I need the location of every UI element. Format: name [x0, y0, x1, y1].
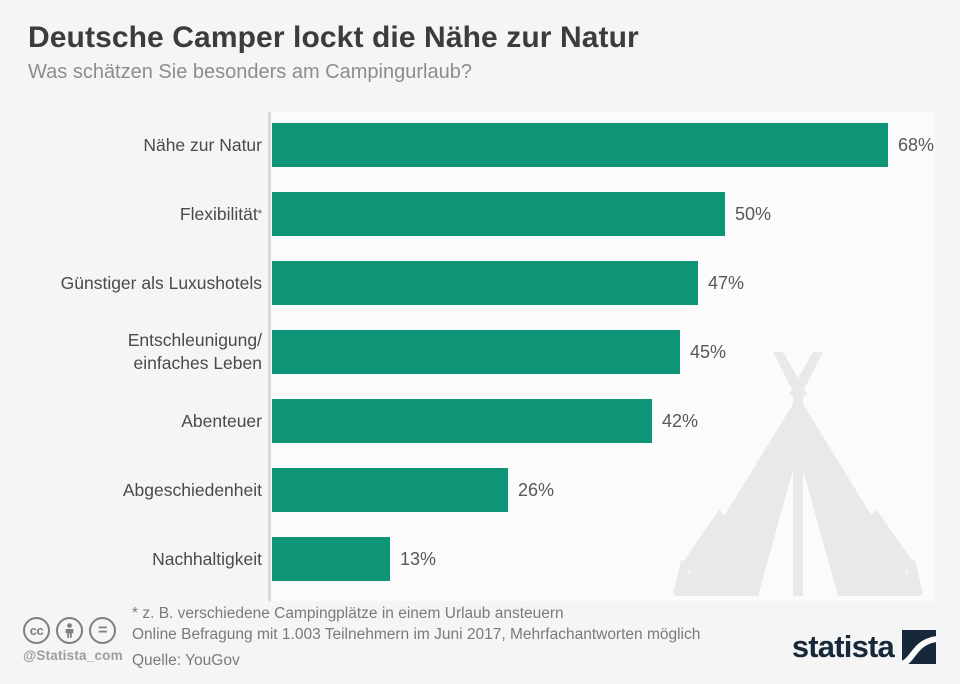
chart-row: Abenteuer 42% — [0, 399, 960, 443]
statista-logo-mark-icon — [902, 630, 936, 664]
bar — [272, 192, 725, 236]
category-label: Nachhaltigkeit — [152, 548, 262, 569]
bar — [272, 123, 888, 167]
value-label: 47% — [708, 272, 745, 293]
statista-logo: statista — [792, 630, 936, 664]
footer-notes: * z. B. verschiedene Campingplätze in ei… — [132, 603, 700, 671]
page-subtitle: Was schätzen Sie besonders am Campingurl… — [28, 61, 472, 83]
statista-handle: @Statista_com — [23, 648, 123, 663]
cc-icon: cc — [23, 617, 50, 644]
bar — [272, 330, 680, 374]
source-note: Quelle: YouGov — [132, 652, 240, 669]
chart-row: Abgeschiedenheit 26% — [0, 468, 960, 512]
chart-row: Nachhaltigkeit 13% — [0, 537, 960, 581]
methodology-note: Online Befragung mit 1.003 Teilnehmern i… — [132, 626, 701, 643]
value-label: 68% — [898, 134, 935, 155]
value-label: 42% — [662, 410, 699, 431]
bar — [272, 261, 698, 305]
bar-chart: Nähe zur Natur 68% Flexibilität * 50% Günstig… — [0, 112, 960, 601]
category-label: Nähe zur Natur — [143, 134, 262, 155]
category-label: Entschleunigung/ einfaches Leben — [127, 330, 262, 373]
value-label: 45% — [690, 341, 727, 362]
no-derivatives-icon: = — [89, 617, 116, 644]
chart-row: Flexibilität * 50% — [0, 192, 960, 236]
value-label: 50% — [735, 203, 772, 224]
value-label: 13% — [400, 548, 437, 569]
tent-watermark-icon — [673, 352, 923, 596]
page-title: Deutsche Camper lockt die Nähe zur Natur — [28, 21, 639, 54]
category-label: Abgeschiedenheit — [122, 479, 262, 500]
cc-license-badge: cc = @Statista_com — [23, 617, 123, 663]
statista-wordmark: statista — [791, 629, 895, 664]
category-label: Günstiger als Luxushotels — [60, 272, 262, 293]
value-label: 26% — [518, 479, 555, 500]
chart-row: Nähe zur Natur 68% — [0, 123, 960, 167]
bar — [272, 399, 652, 443]
chart-row: Günstiger als Luxushotels 47% — [0, 261, 960, 305]
bar — [272, 537, 390, 581]
attribution-person-icon — [56, 617, 83, 644]
footnote: * z. B. verschiedene Campingplätze in ei… — [132, 605, 564, 622]
chart-row: Entschleunigung/ einfaches Leben 45% — [0, 330, 960, 374]
cc-badge-row: cc = — [23, 617, 123, 644]
category-label: Flexibilität * — [179, 203, 262, 224]
bar — [272, 468, 508, 512]
y-axis-line — [268, 112, 271, 601]
category-label: Abenteuer — [181, 410, 262, 431]
header: Deutsche Camper lockt die Nähe zur Natur… — [28, 20, 940, 84]
